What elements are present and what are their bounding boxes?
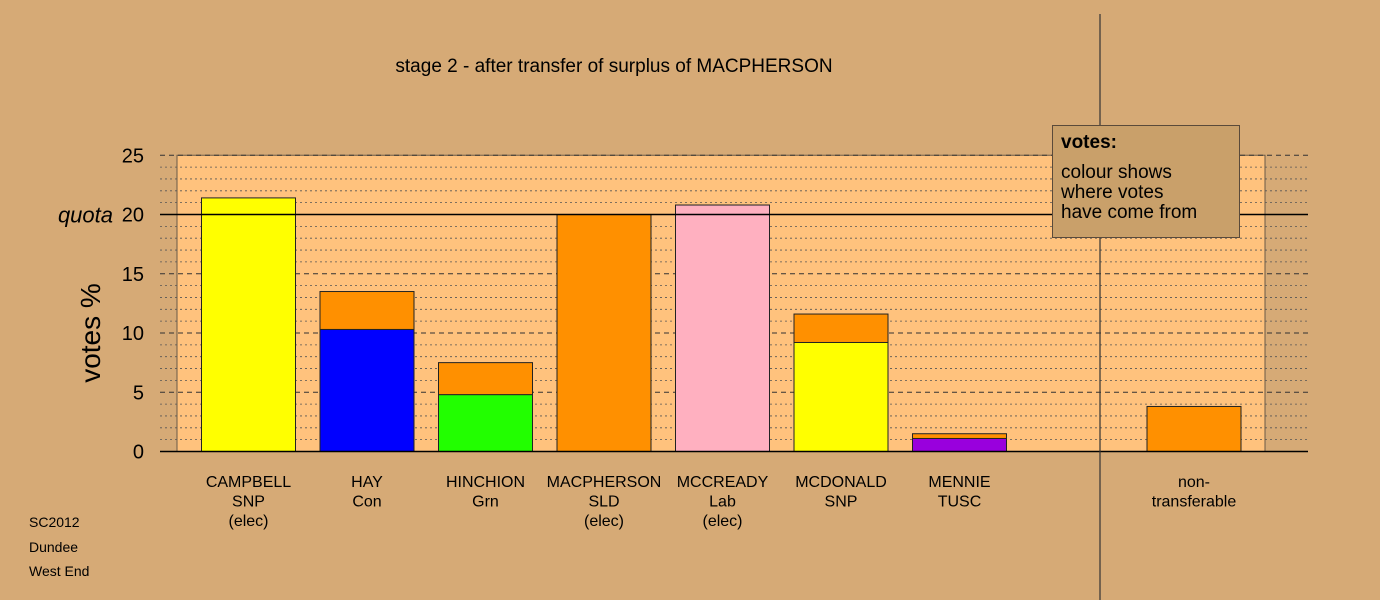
x-tick-label: non- <box>1178 474 1210 491</box>
x-tick-label: MACPHERSON <box>547 474 662 491</box>
x-tick-label: Grn <box>472 494 499 511</box>
bar-segment <box>319 291 415 330</box>
bar-segment <box>201 197 296 452</box>
bar-segment <box>556 214 652 452</box>
bar-segment <box>1146 405 1242 452</box>
x-tick-label: (elec) <box>228 513 268 530</box>
x-tick-label: MCDONALD <box>795 474 887 491</box>
y-tick-label: 15 <box>122 264 144 286</box>
footnote-election: SC2012 <box>29 514 80 530</box>
y-tick-label: 20 <box>122 205 144 227</box>
x-tick-label: CAMPBELL <box>206 474 291 491</box>
y-tick-label: 10 <box>122 323 144 345</box>
x-tick-label: HAY <box>351 474 383 491</box>
legend-box: votes: colour shows where votes have com… <box>1052 125 1240 238</box>
x-tick-label: SLD <box>588 494 619 511</box>
chart-title: stage 2 - after transfer of surplus of M… <box>395 56 832 77</box>
x-tick-label: SNP <box>232 494 265 511</box>
x-tick-label: HINCHION <box>446 474 525 491</box>
y-axis: 0 5 10 15 20 25 <box>122 145 144 463</box>
x-tick-label: MCCREADY <box>677 474 769 491</box>
bar-segment <box>912 437 1007 452</box>
legend-line: have come from <box>1061 202 1198 223</box>
x-axis-labels: CAMPBELL SNP (elec) HAY Con HINCHION Grn MACPHE… <box>206 474 1237 530</box>
x-tick-label: transferable <box>1152 494 1237 511</box>
x-tick-label: MENNIE <box>928 474 990 491</box>
bar-segment <box>438 394 533 452</box>
bar-segment <box>319 328 415 453</box>
footnote-council: Dundee <box>29 539 79 555</box>
x-tick-label: (elec) <box>584 513 624 530</box>
x-tick-label: Lab <box>709 494 736 511</box>
y-axis-label: votes % <box>75 283 106 383</box>
legend-line: colour shows <box>1061 162 1172 183</box>
bar-segment <box>793 313 889 343</box>
bars <box>201 197 1242 453</box>
quota-label: quota <box>58 203 113 228</box>
x-tick-label: SNP <box>825 494 858 511</box>
footnote-ward: West End <box>29 563 90 579</box>
y-tick-label: 5 <box>133 382 144 404</box>
y-tick-label: 0 <box>133 442 144 464</box>
x-tick-label: (elec) <box>702 513 742 530</box>
x-tick-label: Con <box>352 494 381 511</box>
bar-segment <box>793 341 889 453</box>
bar-segment <box>912 433 1007 439</box>
bar-segment <box>675 204 770 452</box>
bar-segment <box>438 362 533 396</box>
legend-line: where votes <box>1061 182 1164 203</box>
y-tick-label: 25 <box>122 145 144 167</box>
legend-title: votes: <box>1061 132 1117 153</box>
x-tick-label: TUSC <box>938 494 982 511</box>
